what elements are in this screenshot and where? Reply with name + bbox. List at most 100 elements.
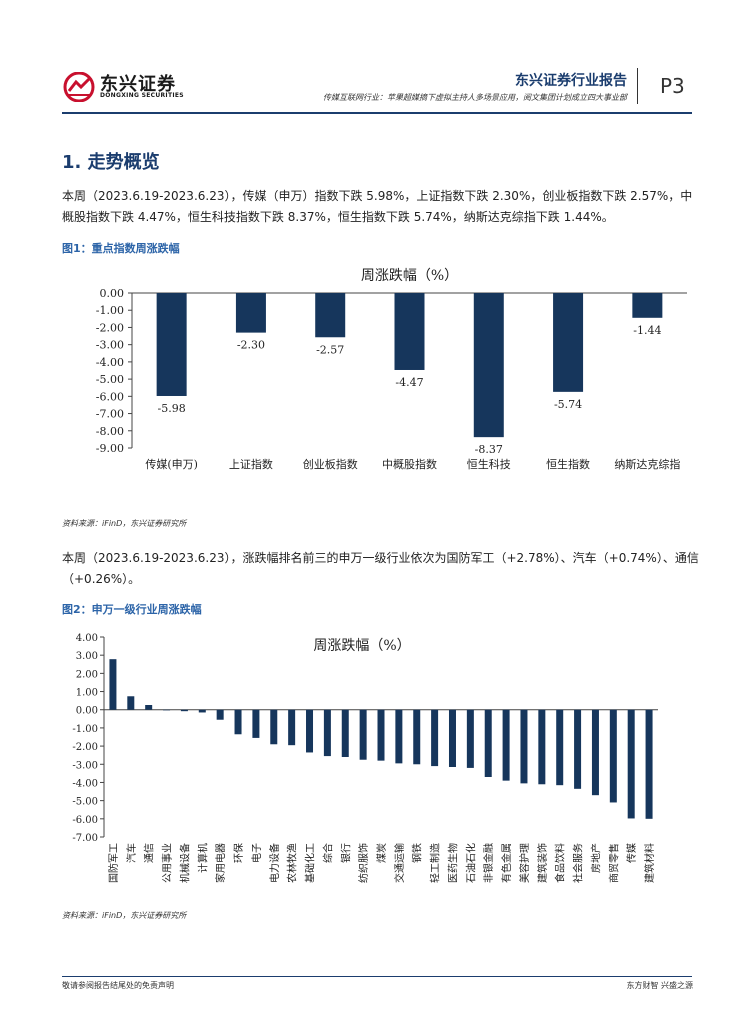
x-tick-label: 创业板指数 — [303, 457, 358, 471]
y-tick-label: -1.00 — [96, 304, 124, 317]
y-tick-label: -2.00 — [96, 321, 124, 334]
x-tick-label: 煤炭 — [375, 843, 388, 863]
bar — [315, 293, 346, 338]
bar — [156, 293, 187, 396]
y-tick-label: -6.00 — [72, 815, 98, 826]
y-tick-label: -8.00 — [96, 425, 124, 438]
x-tick-label: 交通运输 — [393, 843, 406, 883]
data-label: -5.74 — [554, 398, 582, 411]
bar — [359, 709, 367, 760]
header-rule — [62, 112, 692, 114]
chart-title: 周涨跌幅（%） — [313, 638, 410, 654]
logo-chinese-name: 东兴证券 — [100, 74, 176, 95]
y-tick-label: 1.00 — [76, 688, 98, 699]
x-tick-label: 恒生指数 — [546, 457, 590, 471]
bar — [394, 293, 425, 370]
bar — [466, 709, 474, 768]
bar — [377, 709, 385, 761]
bar — [627, 709, 635, 819]
y-tick-label: -6.00 — [96, 390, 124, 403]
x-tick-label: 建筑材料 — [643, 843, 656, 883]
y-tick-label: -4.00 — [96, 356, 124, 369]
bar — [553, 293, 584, 392]
x-tick-label: 基础化工 — [304, 843, 317, 883]
x-tick-label: 公用事业 — [161, 843, 174, 883]
logo-mark-icon — [63, 72, 95, 102]
bar — [306, 709, 314, 753]
bar — [323, 709, 331, 757]
bar — [127, 696, 135, 710]
x-tick-label: 传媒 — [626, 843, 638, 863]
y-tick-label: -1.00 — [72, 724, 98, 735]
bar — [556, 709, 564, 786]
bar — [609, 709, 617, 803]
x-tick-label: 银行 — [339, 843, 352, 863]
y-tick-label: -2.00 — [72, 742, 98, 753]
bar — [252, 709, 260, 738]
x-tick-label: 汽车 — [125, 843, 138, 863]
bar — [198, 709, 206, 713]
x-tick-label: 上证指数 — [229, 457, 273, 471]
bar — [448, 709, 456, 767]
chart-title: 周涨跌幅（%） — [361, 268, 458, 284]
y-tick-label: -4.00 — [72, 778, 98, 789]
bar — [473, 293, 504, 438]
bar — [484, 709, 492, 777]
bar — [109, 659, 117, 710]
bar — [520, 709, 528, 784]
bar — [591, 709, 599, 796]
figure2-caption: 图2：申万一级行业周涨跌幅 — [62, 603, 202, 616]
bar — [180, 709, 188, 712]
x-tick-label: 电力设备 — [268, 843, 281, 883]
y-tick-label: -3.00 — [96, 339, 124, 352]
x-tick-label: 恒生科技 — [467, 457, 511, 471]
data-label: -1.44 — [633, 324, 661, 337]
y-tick-label: -3.00 — [72, 760, 98, 771]
header-divider — [637, 68, 638, 104]
section-title: 1. 走势概览 — [62, 152, 160, 173]
paragraph-indices: 本周（2023.6.19-2023.6.23），传媒（申万）指数下跌 5.98%… — [62, 189, 693, 224]
x-tick-label: 传媒(申万) — [145, 458, 198, 471]
y-tick-label: -7.00 — [96, 408, 124, 421]
bar — [163, 709, 171, 711]
bar — [413, 709, 421, 765]
paragraph-industries: 本周（2023.6.19-2023.6.23），涨跌幅排名前三的申万一级行业依次… — [62, 551, 699, 586]
data-label: -4.47 — [395, 376, 423, 389]
company-logo: 东兴证券 DONGXING SECURITIES — [62, 70, 192, 106]
x-tick-label: 社会服务 — [572, 843, 585, 883]
bar — [145, 705, 153, 710]
x-tick-label: 商贸零售 — [607, 843, 620, 883]
x-tick-label: 石油石化 — [464, 843, 477, 883]
footer-disclaimer: 敬请参阅报告结尾处的免责声明 — [62, 981, 174, 990]
figure2-chart: 周涨跌幅（%） 4.00 3.00 2.00 1.00 0.00 -1.00 -2.00 -3.… — [72, 633, 658, 883]
x-tick-label: 建筑装饰 — [536, 843, 549, 883]
figure1-source: 资料来源：iFinD，东兴证券研究所 — [62, 519, 187, 528]
y-tick-label: 4.00 — [76, 633, 98, 644]
x-tick-label: 医药生物 — [446, 843, 459, 883]
y-tick-label: 0.00 — [76, 706, 98, 717]
x-tick-label: 综合 — [321, 843, 334, 863]
report-subtitle: 传媒互联网行业：苹果超媒摘下虚拟主持人多场景应用，阅文集团计划成立四大事业部 — [323, 93, 627, 102]
bar — [288, 709, 296, 746]
x-tick-label: 计算机 — [196, 843, 209, 873]
data-label: -2.30 — [237, 339, 265, 352]
x-tick-label: 电子 — [250, 843, 263, 863]
bar — [341, 709, 349, 757]
x-tick-label: 轻工制造 — [429, 843, 442, 883]
y-tick-label: -9.00 — [96, 442, 124, 455]
bar — [216, 709, 224, 720]
x-tick-label: 家用电器 — [214, 843, 227, 883]
y-tick-label: 2.00 — [76, 669, 98, 680]
bar — [502, 709, 510, 781]
y-tick-label: -5.00 — [96, 373, 124, 386]
footer-rule — [62, 976, 692, 977]
data-label: -2.57 — [316, 343, 344, 356]
bar — [270, 709, 278, 745]
x-tick-label: 有色金属 — [500, 843, 513, 883]
y-tick-label: 0.00 — [100, 287, 125, 300]
x-tick-label: 纳斯达克综指 — [614, 457, 680, 471]
bar — [431, 709, 439, 767]
y-tick-label: -7.00 — [72, 833, 98, 844]
report-type: 东兴证券行业报告 — [515, 73, 627, 89]
footer-slogan: 东方财智 兴盛之源 — [626, 981, 693, 990]
